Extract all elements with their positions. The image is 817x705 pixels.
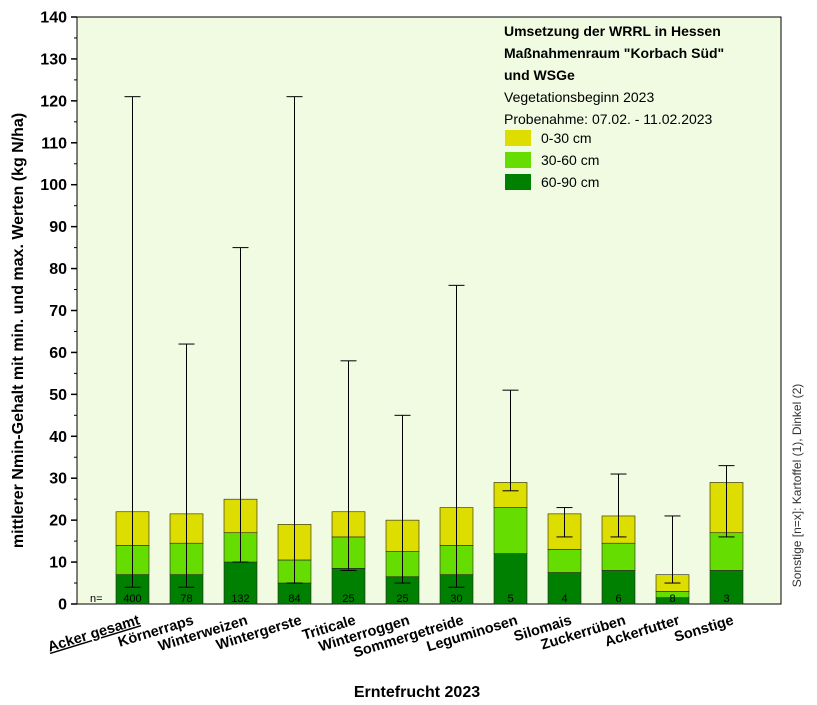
x-axis-tick-labels: Acker gesamtKörnerrapsWinterweizenWinter… [46, 612, 736, 661]
n-count-label: 3 [723, 593, 729, 605]
y-tick-label: 60 [49, 345, 67, 362]
legend-title-line: Maßnahmenraum "Korbach Süd" [504, 45, 724, 61]
y-axis-ticks: 0 10 20 30 40 50 60 70 80 90 100 110 120 130 140 [40, 10, 77, 614]
legend: Umsetzung der WRRL in Hessen Maßnahmenrau… [504, 23, 724, 190]
legend-label: 30-60 cm [541, 152, 599, 168]
legend-subtitle-line: Probenahme: 07.02. - 11.02.2023 [504, 111, 713, 127]
n-count-label: 25 [396, 593, 408, 605]
bar-segment-60-90cm [709, 570, 744, 605]
bar-segment-30-60cm [601, 542, 636, 571]
n-count-label: 400 [123, 593, 141, 605]
y-tick-label: 70 [49, 303, 67, 320]
bar-segment-30-60cm [493, 507, 528, 554]
y-tick-label: 40 [49, 429, 67, 446]
bar-segment-60-90cm [493, 553, 528, 605]
legend-title-line: Umsetzung der WRRL in Hessen [504, 23, 721, 39]
legend-subtitle-line: Vegetationsbeginn 2023 [504, 89, 654, 105]
x-axis-title: Erntefrucht 2023 [354, 684, 480, 701]
bar-segment-60-90cm [601, 570, 636, 605]
bar-segment-30-60cm [547, 549, 582, 573]
n-count-label: 78 [180, 593, 192, 605]
y-tick-label: 110 [41, 135, 67, 152]
n-count-label: 84 [288, 593, 300, 605]
x-tick-label: Sonstige [672, 613, 735, 646]
n-count-label: 5 [507, 593, 513, 605]
legend-swatch [505, 130, 531, 146]
n-count-label: 8 [669, 593, 675, 605]
y-tick-label: 100 [40, 177, 67, 194]
n-count-label: 25 [342, 593, 354, 605]
n-labels: 400 78 132 84 25 25 30 5 4 6 8 3 n= [90, 593, 730, 605]
y-axis-title: mittlerer Nmin-Gehalt mit min. und max. … [10, 113, 27, 548]
y-tick-label: 140 [40, 10, 67, 27]
legend-swatch [505, 152, 531, 168]
bar-segment-60-90cm [223, 561, 258, 605]
legend-label: 60-90 cm [541, 174, 599, 190]
n-count-label: 4 [561, 593, 567, 605]
y-tick-label: 20 [49, 513, 67, 530]
y-tick-label: 130 [40, 51, 67, 68]
min-max-whiskers [124, 96, 735, 588]
y-tick-label: 80 [49, 261, 67, 278]
legend-swatch [505, 174, 531, 190]
y-tick-label: 0 [58, 597, 67, 614]
bar-segment-30-60cm [709, 532, 744, 571]
legend-label: 0-30 cm [541, 130, 592, 146]
n-count-label: 6 [615, 593, 621, 605]
side-note: Sonstige [n=x]: Kartoffel (1), Dinkel (2… [790, 384, 804, 588]
y-tick-label: 10 [49, 555, 67, 572]
n-count-label: 132 [231, 593, 249, 605]
y-tick-label: 90 [49, 219, 67, 236]
y-tick-label: 50 [49, 387, 67, 404]
n-prefix: n= [90, 593, 103, 605]
legend-title-line: und WSGe [504, 67, 575, 83]
y-tick-label: 30 [49, 471, 67, 488]
y-tick-label: 120 [40, 93, 67, 110]
n-count-label: 30 [450, 593, 462, 605]
plot-area [76, 16, 782, 605]
bar-segment-60-90cm [331, 568, 366, 605]
